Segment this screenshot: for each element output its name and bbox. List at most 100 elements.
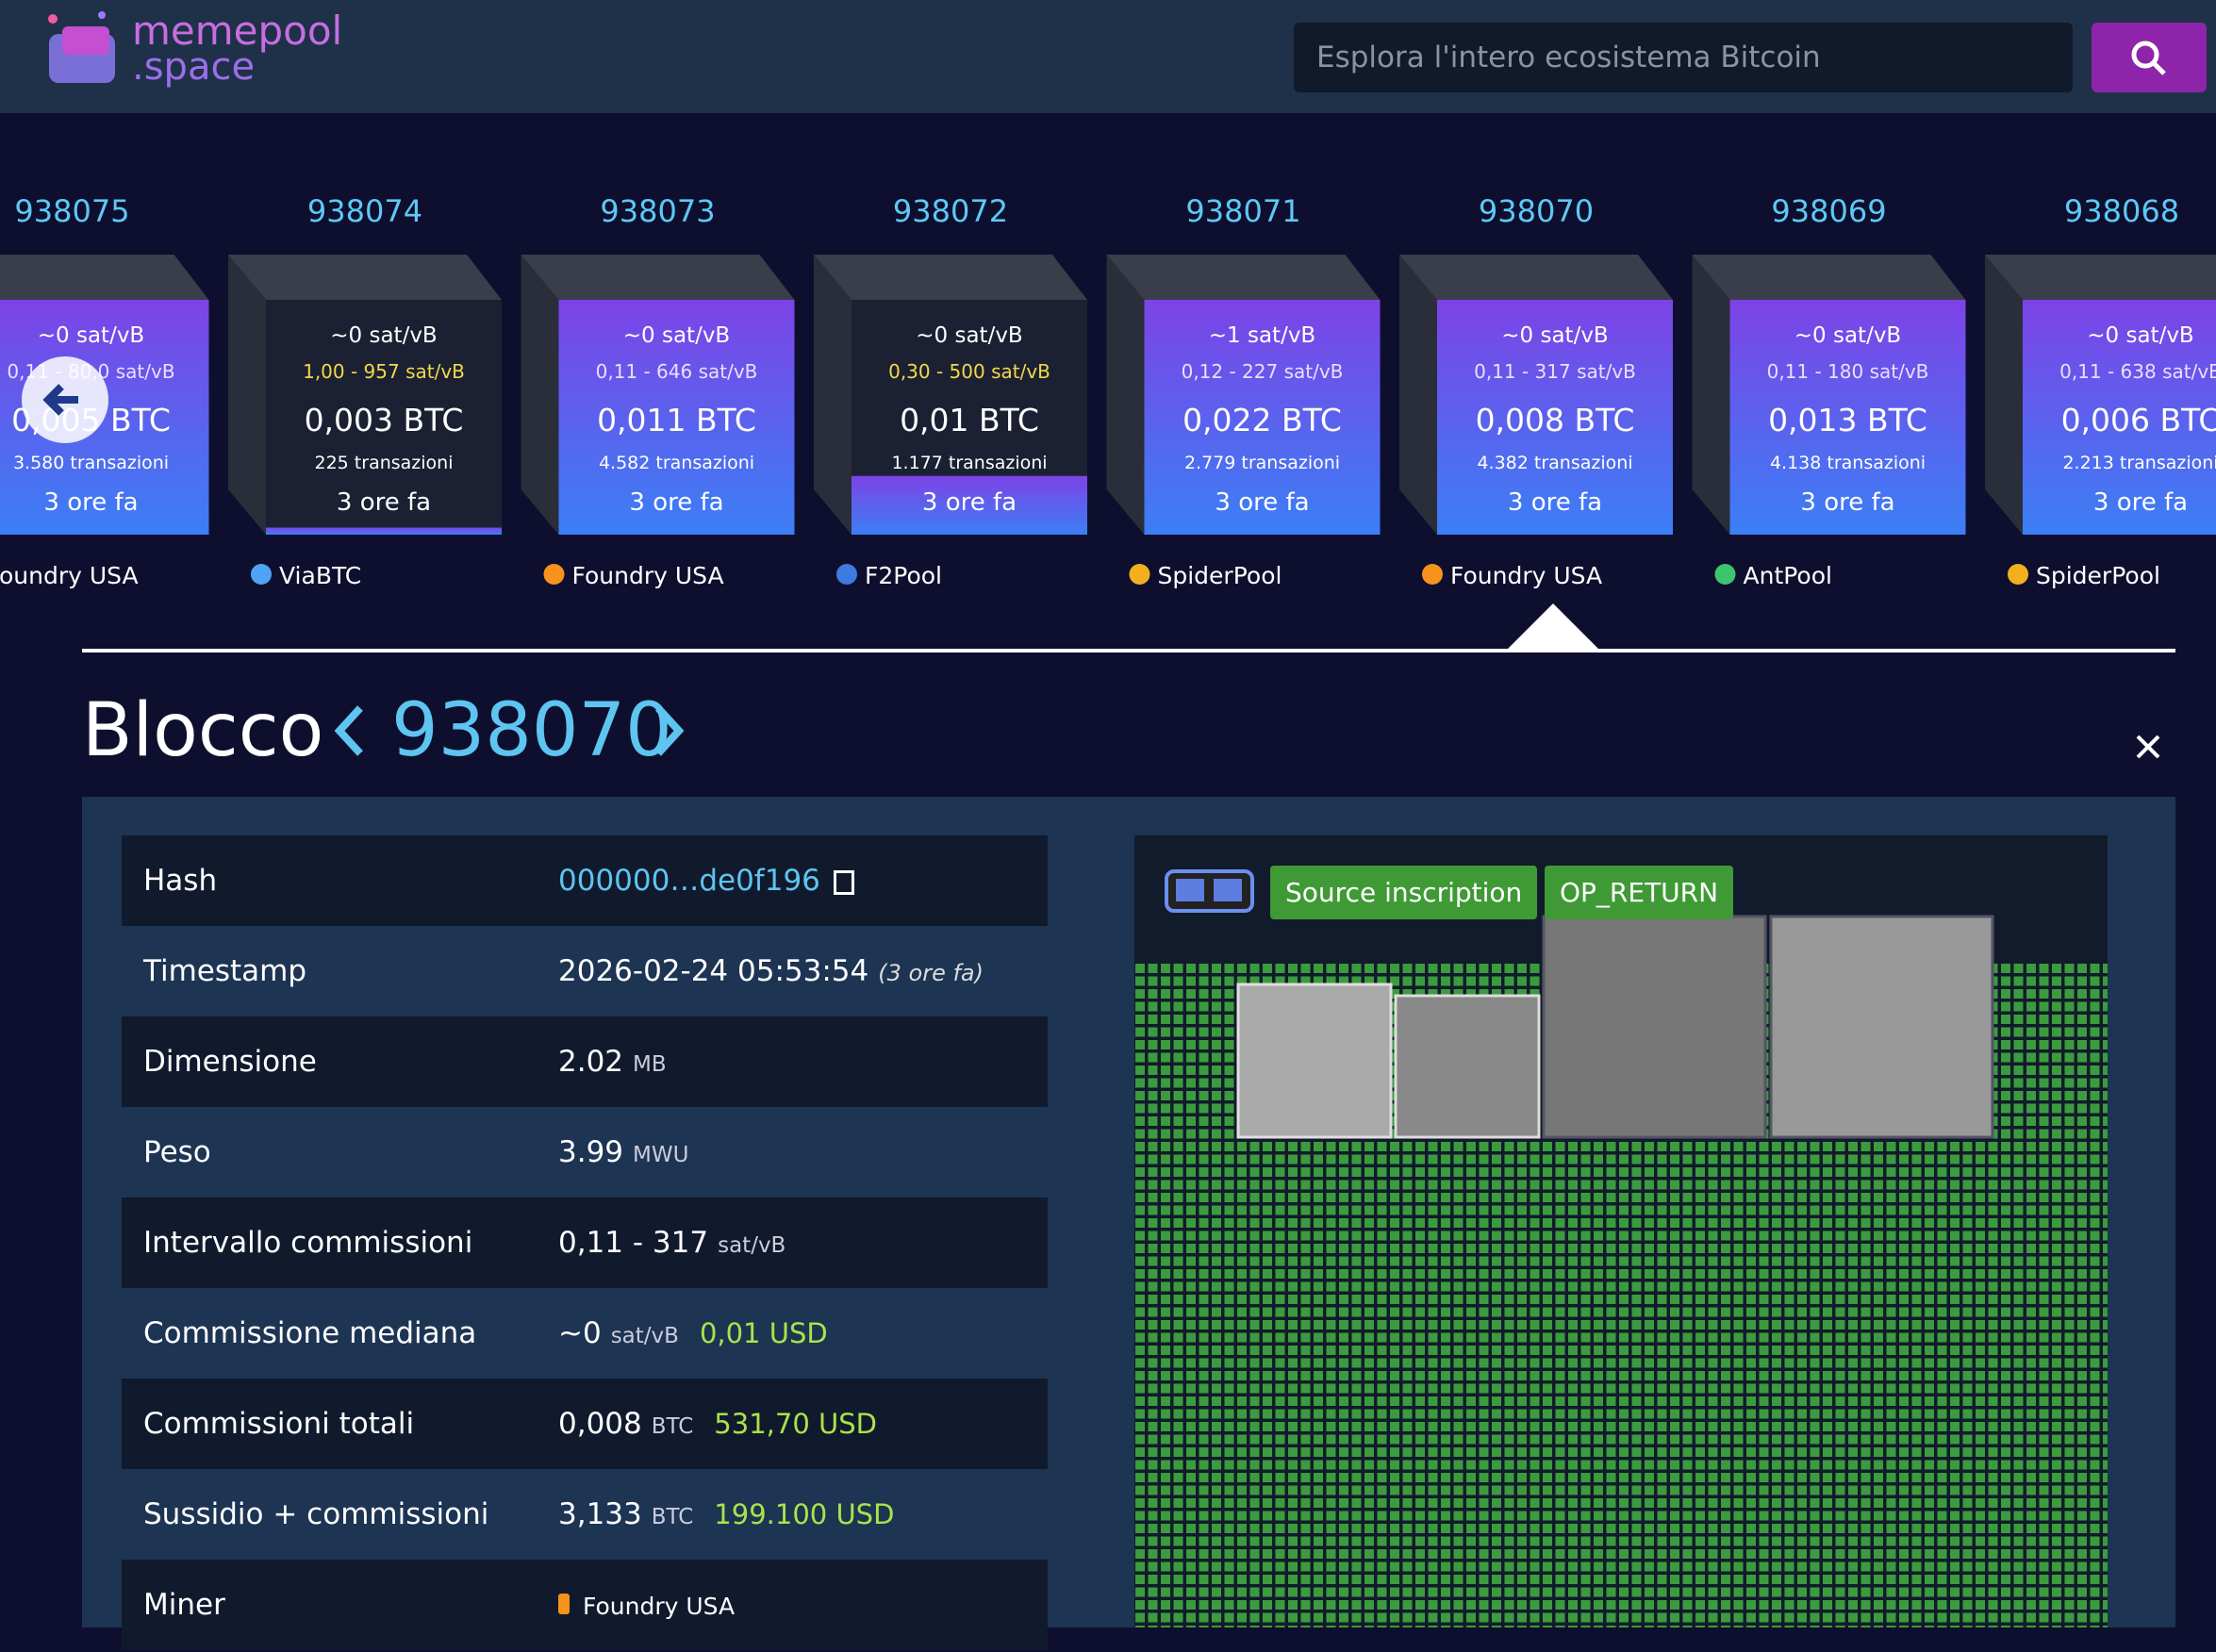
miner-icon: [2008, 564, 2028, 585]
value-unit: MB: [633, 1052, 667, 1077]
block-visualization: Source inscription OP_RETURN: [1134, 835, 2108, 1627]
block-side: [228, 255, 266, 535]
search-input[interactable]: Esplora l'intero ecosistema Bitcoin: [1294, 23, 2073, 92]
hash-link[interactable]: 000000…de0f196: [558, 864, 820, 898]
block-side: [1692, 255, 1730, 535]
block-fill: [1729, 300, 1966, 535]
row-label: Commissioni totali: [143, 1407, 415, 1441]
logo-icon: [48, 11, 115, 83]
miner-name: SpiderPool: [2036, 562, 2160, 589]
value: Foundry USA: [583, 1593, 736, 1620]
filter-tag[interactable]: Source inscription: [1270, 866, 1538, 919]
block-time: 3 ore fa: [1800, 488, 1894, 517]
block-time: 3 ore fa: [1215, 488, 1309, 517]
total-fees: 0,01 BTC: [900, 402, 1039, 438]
block-top: [1692, 255, 1966, 300]
block-height: 938070: [391, 688, 672, 773]
header: memepool .space Esplora l'intero ecosist…: [0, 0, 2216, 113]
inscription-image: [1236, 983, 1393, 1139]
detail-row: Peso 3.99 MWU: [122, 1107, 1048, 1198]
miner-name: Foundry USA: [572, 562, 724, 589]
total-fees: 0,006 BTC: [2061, 402, 2216, 438]
block-height-label: 938070: [1479, 193, 1594, 229]
tx-count: 4.382 transazioni: [1477, 453, 1632, 473]
block-time: 3 ore fa: [1508, 488, 1602, 517]
block-top: [814, 255, 1087, 300]
block-top: [1399, 255, 1673, 300]
block[interactable]: ~0 sat/vB 0,11 - 638 sat/vB 0,006 BTC 2.213…: [1985, 255, 2216, 535]
value-unit: MWU: [633, 1143, 689, 1167]
block-side: [1399, 255, 1437, 535]
block-top: [521, 255, 795, 300]
miner-name: AntPool: [1744, 562, 1832, 589]
block-height-label: 938068: [2064, 193, 2179, 229]
median-fee: ~0 sat/vB: [330, 323, 437, 348]
glasses-icon: [1165, 869, 1254, 913]
median-fee: ~0 sat/vB: [2087, 323, 2193, 348]
tx-count: 4.138 transazioni: [1770, 453, 1926, 473]
tx-count: 3.580 transazioni: [13, 453, 169, 473]
block-top: [0, 255, 209, 300]
miner-name: Foundry USA: [0, 562, 139, 589]
value-usd: 199.100 USD: [714, 1498, 895, 1530]
detail-row: Dimensione 2.02 MB: [122, 1016, 1048, 1107]
block-height-label: 938075: [14, 193, 129, 229]
block-height-label: 938074: [307, 193, 422, 229]
value: ~0: [558, 1316, 602, 1350]
block-fill: [2023, 300, 2216, 535]
block-fill: [266, 527, 502, 535]
detail-row: Sussidio + commissioni 3,133 BTC 199.100 US…: [122, 1469, 1048, 1560]
block[interactable]: ~0 sat/vB 0,11 - 646 sat/vB 0,011 BTC 4.582…: [521, 255, 795, 535]
value: 3.99: [558, 1135, 624, 1169]
selected-pointer: [1506, 603, 1600, 651]
row-value: Foundry USA: [558, 1560, 735, 1652]
close-button[interactable]: [2135, 734, 2161, 760]
block-side: [1106, 255, 1145, 535]
block-face: [266, 300, 502, 535]
row-label: Sussidio + commissioni: [143, 1497, 489, 1531]
fee-range: 0,12 - 227 sat/vB: [1182, 360, 1344, 383]
back-button[interactable]: [20, 355, 110, 445]
block[interactable]: ~0 sat/vB 0,30 - 500 sat/vB 0,01 BTC 1.177 …: [814, 255, 1087, 535]
miner-icon: [543, 564, 565, 585]
miner-name: Foundry USA: [1450, 562, 1602, 589]
block-time: 3 ore fa: [43, 488, 138, 517]
prev-arrow[interactable]: [330, 702, 368, 759]
detail-row: Commissioni totali 0,008 BTC 531,70 USD: [122, 1379, 1048, 1469]
block[interactable]: ~1 sat/vB 0,12 - 227 sat/vB 0,022 BTC 2.779…: [1106, 255, 1381, 535]
filter-tag[interactable]: OP_RETURN: [1545, 866, 1734, 919]
detail-row: Hash 000000…de0f196: [122, 835, 1048, 926]
block[interactable]: ~0 sat/vB 0,11 - 180 sat/vB 0,013 BTC 4.138…: [1692, 255, 1966, 535]
row-label: Commissione mediana: [143, 1316, 477, 1350]
fee-range: 1,00 - 957 sat/vB: [303, 360, 465, 383]
block-time: 3 ore fa: [629, 488, 723, 517]
row-value: 000000…de0f196: [558, 835, 854, 926]
block[interactable]: ~0 sat/vB 0,11 - 317 sat/vB 0,008 BTC 4.382…: [1399, 255, 1673, 535]
row-label: Hash: [143, 864, 218, 898]
row-value: 2026-02-24 05:53:54 (3 ore fa): [558, 926, 984, 1018]
tx-count: 225 transazioni: [315, 453, 454, 473]
tx-count: 1.177 transazioni: [891, 453, 1047, 473]
search-button[interactable]: [2092, 23, 2207, 92]
fee-range: 0,30 - 500 sat/vB: [888, 360, 1050, 383]
row-label: Dimensione: [143, 1045, 317, 1079]
copy-icon[interactable]: [833, 869, 854, 895]
median-fee: ~0 sat/vB: [916, 323, 1022, 348]
detail-row: Miner Foundry USA: [122, 1560, 1048, 1650]
miner-icon: [836, 564, 857, 585]
fee-range: 0,11 - 638 sat/vB: [2059, 360, 2216, 383]
block-top: [1106, 255, 1381, 300]
total-fees: 0,008 BTC: [1476, 402, 1635, 438]
miner-icon: [1714, 564, 1736, 585]
block-title: Blocco: [82, 688, 324, 773]
fee-range: 0,11 - 180 sat/vB: [1767, 360, 1929, 383]
median-fee: ~0 sat/vB: [38, 323, 144, 348]
row-value: 3.99 MWU: [558, 1107, 688, 1200]
block[interactable]: ~0 sat/vB 1,00 - 957 sat/vB 0,003 BTC 225 t…: [228, 255, 502, 535]
inscription-image: [1542, 915, 1767, 1139]
row-label: Miner: [143, 1588, 225, 1622]
median-fee: ~0 sat/vB: [623, 323, 730, 348]
next-arrow[interactable]: [651, 702, 688, 759]
row-value: 0,11 - 317 sat/vB: [558, 1198, 786, 1291]
